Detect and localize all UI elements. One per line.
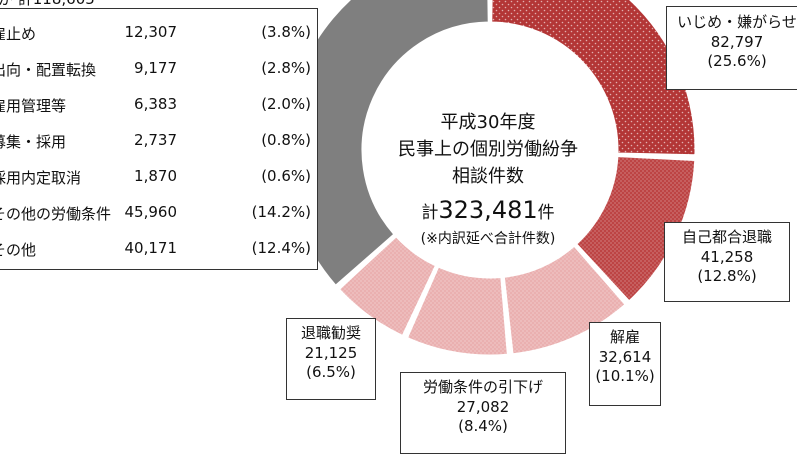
other-row: 募集・採用 2,737 (0.8%) (0, 127, 317, 157)
center-line-3: 相談件数 (452, 166, 524, 187)
other-row-pct: (0.6%) (261, 167, 311, 185)
segment-voluntary-resignation (576, 156, 696, 302)
other-row-name: 募集・採用 (0, 133, 67, 151)
other-row-name: 出向・配置転換 (0, 61, 97, 79)
other-row-value: 40,171 (124, 239, 178, 257)
other-row-value: 6,383 (134, 95, 177, 113)
other-row-value: 12,307 (124, 23, 178, 41)
label-dismissal-value: 32,614 (598, 347, 652, 366)
other-row-pct: (0.8%) (261, 131, 311, 149)
label-retirement-pct: (6.5%) (306, 363, 356, 381)
other-row-pct: (14.2%) (251, 203, 311, 221)
other-row-name: 雇止め (0, 25, 37, 43)
other-row-value: 45,960 (124, 203, 178, 221)
other-row-name: 雇用管理等 (0, 97, 67, 115)
other-total-title: が 計118,605 (0, 0, 95, 9)
label-bullying-value: 82,797 (710, 32, 764, 51)
other-row-name: その他 (0, 241, 37, 259)
donut-chart: 平成30年度 民事上の個別労働紛争 相談件数 計323,481件 (※内訳延べ合… (284, 0, 696, 356)
segment-conditions-cut (406, 266, 508, 356)
center-line-1: 平成30年度 (441, 112, 536, 133)
label-dismissal-name: 解雇 (609, 328, 640, 346)
label-conditions-value: 27,082 (456, 397, 510, 416)
label-box-bullying: いじめ・嫌がらせ 82,797 (25.6%) (666, 6, 797, 90)
label-voluntary-name: 自己都合退職 (681, 228, 772, 246)
label-retirement-name: 退職勧奨 (300, 324, 361, 342)
other-row-value: 2,737 (134, 131, 177, 149)
other-row: その他の労働条件 45,960 (14.2%) (0, 199, 317, 229)
total-prefix: 計 (421, 203, 438, 223)
center-note: (※内訳延べ合計件数) (421, 231, 556, 247)
other-row: 採用内定取消 1,870 (0.6%) (0, 163, 317, 193)
label-voluntary-value: 41,258 (700, 247, 754, 266)
other-row: 雇用管理等 6,383 (2.0%) (0, 91, 317, 121)
label-conditions-pct: (8.4%) (458, 417, 508, 435)
other-breakdown-table: 雇止め 12,307 (3.8%) 出向・配置転換 9,177 (2.8%) 雇… (0, 8, 318, 270)
other-row-pct: (12.4%) (251, 239, 311, 257)
label-box-conditions-cut: 労働条件の引下げ 27,082 (8.4%) (400, 372, 566, 454)
label-bullying-name: いじめ・嫌がらせ (677, 13, 797, 31)
label-bullying-pct: (25.6%) (707, 52, 767, 70)
other-row: 出向・配置転換 9,177 (2.8%) (0, 55, 317, 85)
other-row-name: 採用内定取消 (0, 169, 82, 187)
label-box-retirement-advice: 退職勧奨 21,125 (6.5%) (286, 318, 376, 400)
label-retirement-value: 21,125 (304, 343, 358, 362)
total-suffix: 件 (538, 203, 555, 223)
other-row-pct: (2.8%) (261, 59, 311, 77)
label-voluntary-pct: (12.8%) (697, 267, 757, 285)
other-row: その他 40,171 (12.4%) (0, 235, 317, 265)
segment-retirement-advice (338, 236, 436, 337)
segment-bullying (491, 0, 696, 156)
label-conditions-name: 労働条件の引下げ (422, 378, 543, 396)
total-value: 323,481 (438, 196, 537, 224)
other-row-name: その他の労働条件 (0, 205, 112, 223)
other-row-pct: (3.8%) (261, 23, 311, 41)
other-row-pct: (2.0%) (261, 95, 311, 113)
center-total: 計323,481件 (421, 196, 554, 224)
label-dismissal-pct: (10.1%) (595, 367, 655, 385)
other-row-value: 9,177 (134, 59, 177, 77)
other-row-value: 1,870 (134, 167, 177, 185)
label-box-dismissal: 解雇 32,614 (10.1%) (589, 322, 661, 406)
center-line-2: 民事上の個別労働紛争 (398, 139, 578, 160)
other-row: 雇止め 12,307 (3.8%) (0, 19, 317, 49)
label-box-voluntary-resignation: 自己都合退職 41,258 (12.8%) (664, 222, 790, 302)
